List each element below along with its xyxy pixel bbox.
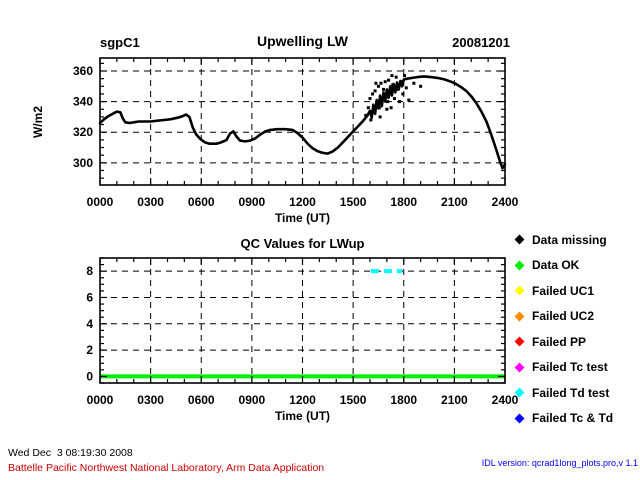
svg-text:6: 6 <box>86 290 93 304</box>
svg-text:2400: 2400 <box>492 393 519 407</box>
legend-diamond-icon <box>514 413 525 424</box>
svg-text:0600: 0600 <box>188 393 215 407</box>
chart1-title: Upwelling LW <box>257 33 348 49</box>
legend-item-label: Failed Tc test <box>532 360 608 375</box>
legend-item: Failed UC2 <box>514 304 640 330</box>
legend-item-label: Failed UC1 <box>532 283 595 298</box>
svg-text:320: 320 <box>73 125 93 139</box>
svg-text:1500: 1500 <box>340 393 367 407</box>
svg-text:2400: 2400 <box>492 195 519 209</box>
svg-text:8: 8 <box>86 264 93 278</box>
legend-item: Failed Td test <box>514 380 640 406</box>
qc-legend: Data missing Data OK Failed UC1 Failed UC2 F… <box>514 227 640 432</box>
svg-text:0300: 0300 <box>137 393 164 407</box>
date-label: 20081201 <box>452 35 510 50</box>
legend-item-label: Failed UC2 <box>532 309 595 324</box>
legend-diamond-icon <box>514 336 525 347</box>
legend-item: Failed UC1 <box>514 278 640 304</box>
svg-text:2100: 2100 <box>441 393 468 407</box>
svg-text:0600: 0600 <box>188 195 215 209</box>
organization-label: Battelle Pacific Northwest National Labo… <box>8 462 325 474</box>
svg-text:1200: 1200 <box>289 195 316 209</box>
legend-item-label: Data OK <box>532 258 580 273</box>
legend-diamond-icon <box>514 234 525 245</box>
legend-diamond-icon <box>514 387 525 398</box>
svg-text:4: 4 <box>86 317 93 331</box>
creation-timestamp: Wed Dec 3 08:19:30 2008 <box>8 447 133 459</box>
svg-text:0300: 0300 <box>137 195 164 209</box>
svg-text:1800: 1800 <box>390 393 417 407</box>
legend-item: Failed PP <box>514 329 640 355</box>
svg-text:Time (UT): Time (UT) <box>275 211 330 225</box>
legend-item-label: Failed Tc & Td <box>532 411 614 426</box>
svg-text:Time (UT): Time (UT) <box>275 409 330 423</box>
svg-text:1200: 1200 <box>289 393 316 407</box>
legend-diamond-icon <box>514 260 525 271</box>
version-info: IDL version: qcrad1long_plots.pro,v 1.1 … <box>424 442 638 480</box>
legend-diamond-icon <box>514 285 525 296</box>
chart2-title: QC Values for LWup <box>240 236 365 251</box>
svg-text:2100: 2100 <box>441 195 468 209</box>
legend-item: Failed Tc test <box>514 355 640 381</box>
legend-diamond-icon <box>514 311 525 322</box>
svg-text:0900: 0900 <box>239 393 266 407</box>
svg-text:0000: 0000 <box>87 393 114 407</box>
svg-text:360: 360 <box>73 64 93 78</box>
site-label: sgpC1 <box>100 35 140 50</box>
legend-item-label: Failed Td test <box>532 385 610 400</box>
legend-item-label: Data missing <box>532 232 607 247</box>
idl-version-line: IDL version: qcrad1long_plots.pro,v 1.1 <box>481 458 638 468</box>
svg-text:1500: 1500 <box>340 195 367 209</box>
legend-item: Data OK <box>514 253 640 279</box>
legend-item: Failed Tc & Td <box>514 406 640 432</box>
svg-text:0000: 0000 <box>87 195 114 209</box>
legend-item-label: Failed PP <box>532 334 587 349</box>
svg-text:340: 340 <box>73 95 93 109</box>
svg-text:300: 300 <box>73 156 93 170</box>
svg-text:0: 0 <box>86 369 93 383</box>
legend-diamond-icon <box>514 362 525 373</box>
svg-text:0900: 0900 <box>239 195 266 209</box>
svg-text:1800: 1800 <box>390 195 417 209</box>
svg-text:2: 2 <box>86 343 93 357</box>
legend-item: Data missing <box>514 227 640 253</box>
